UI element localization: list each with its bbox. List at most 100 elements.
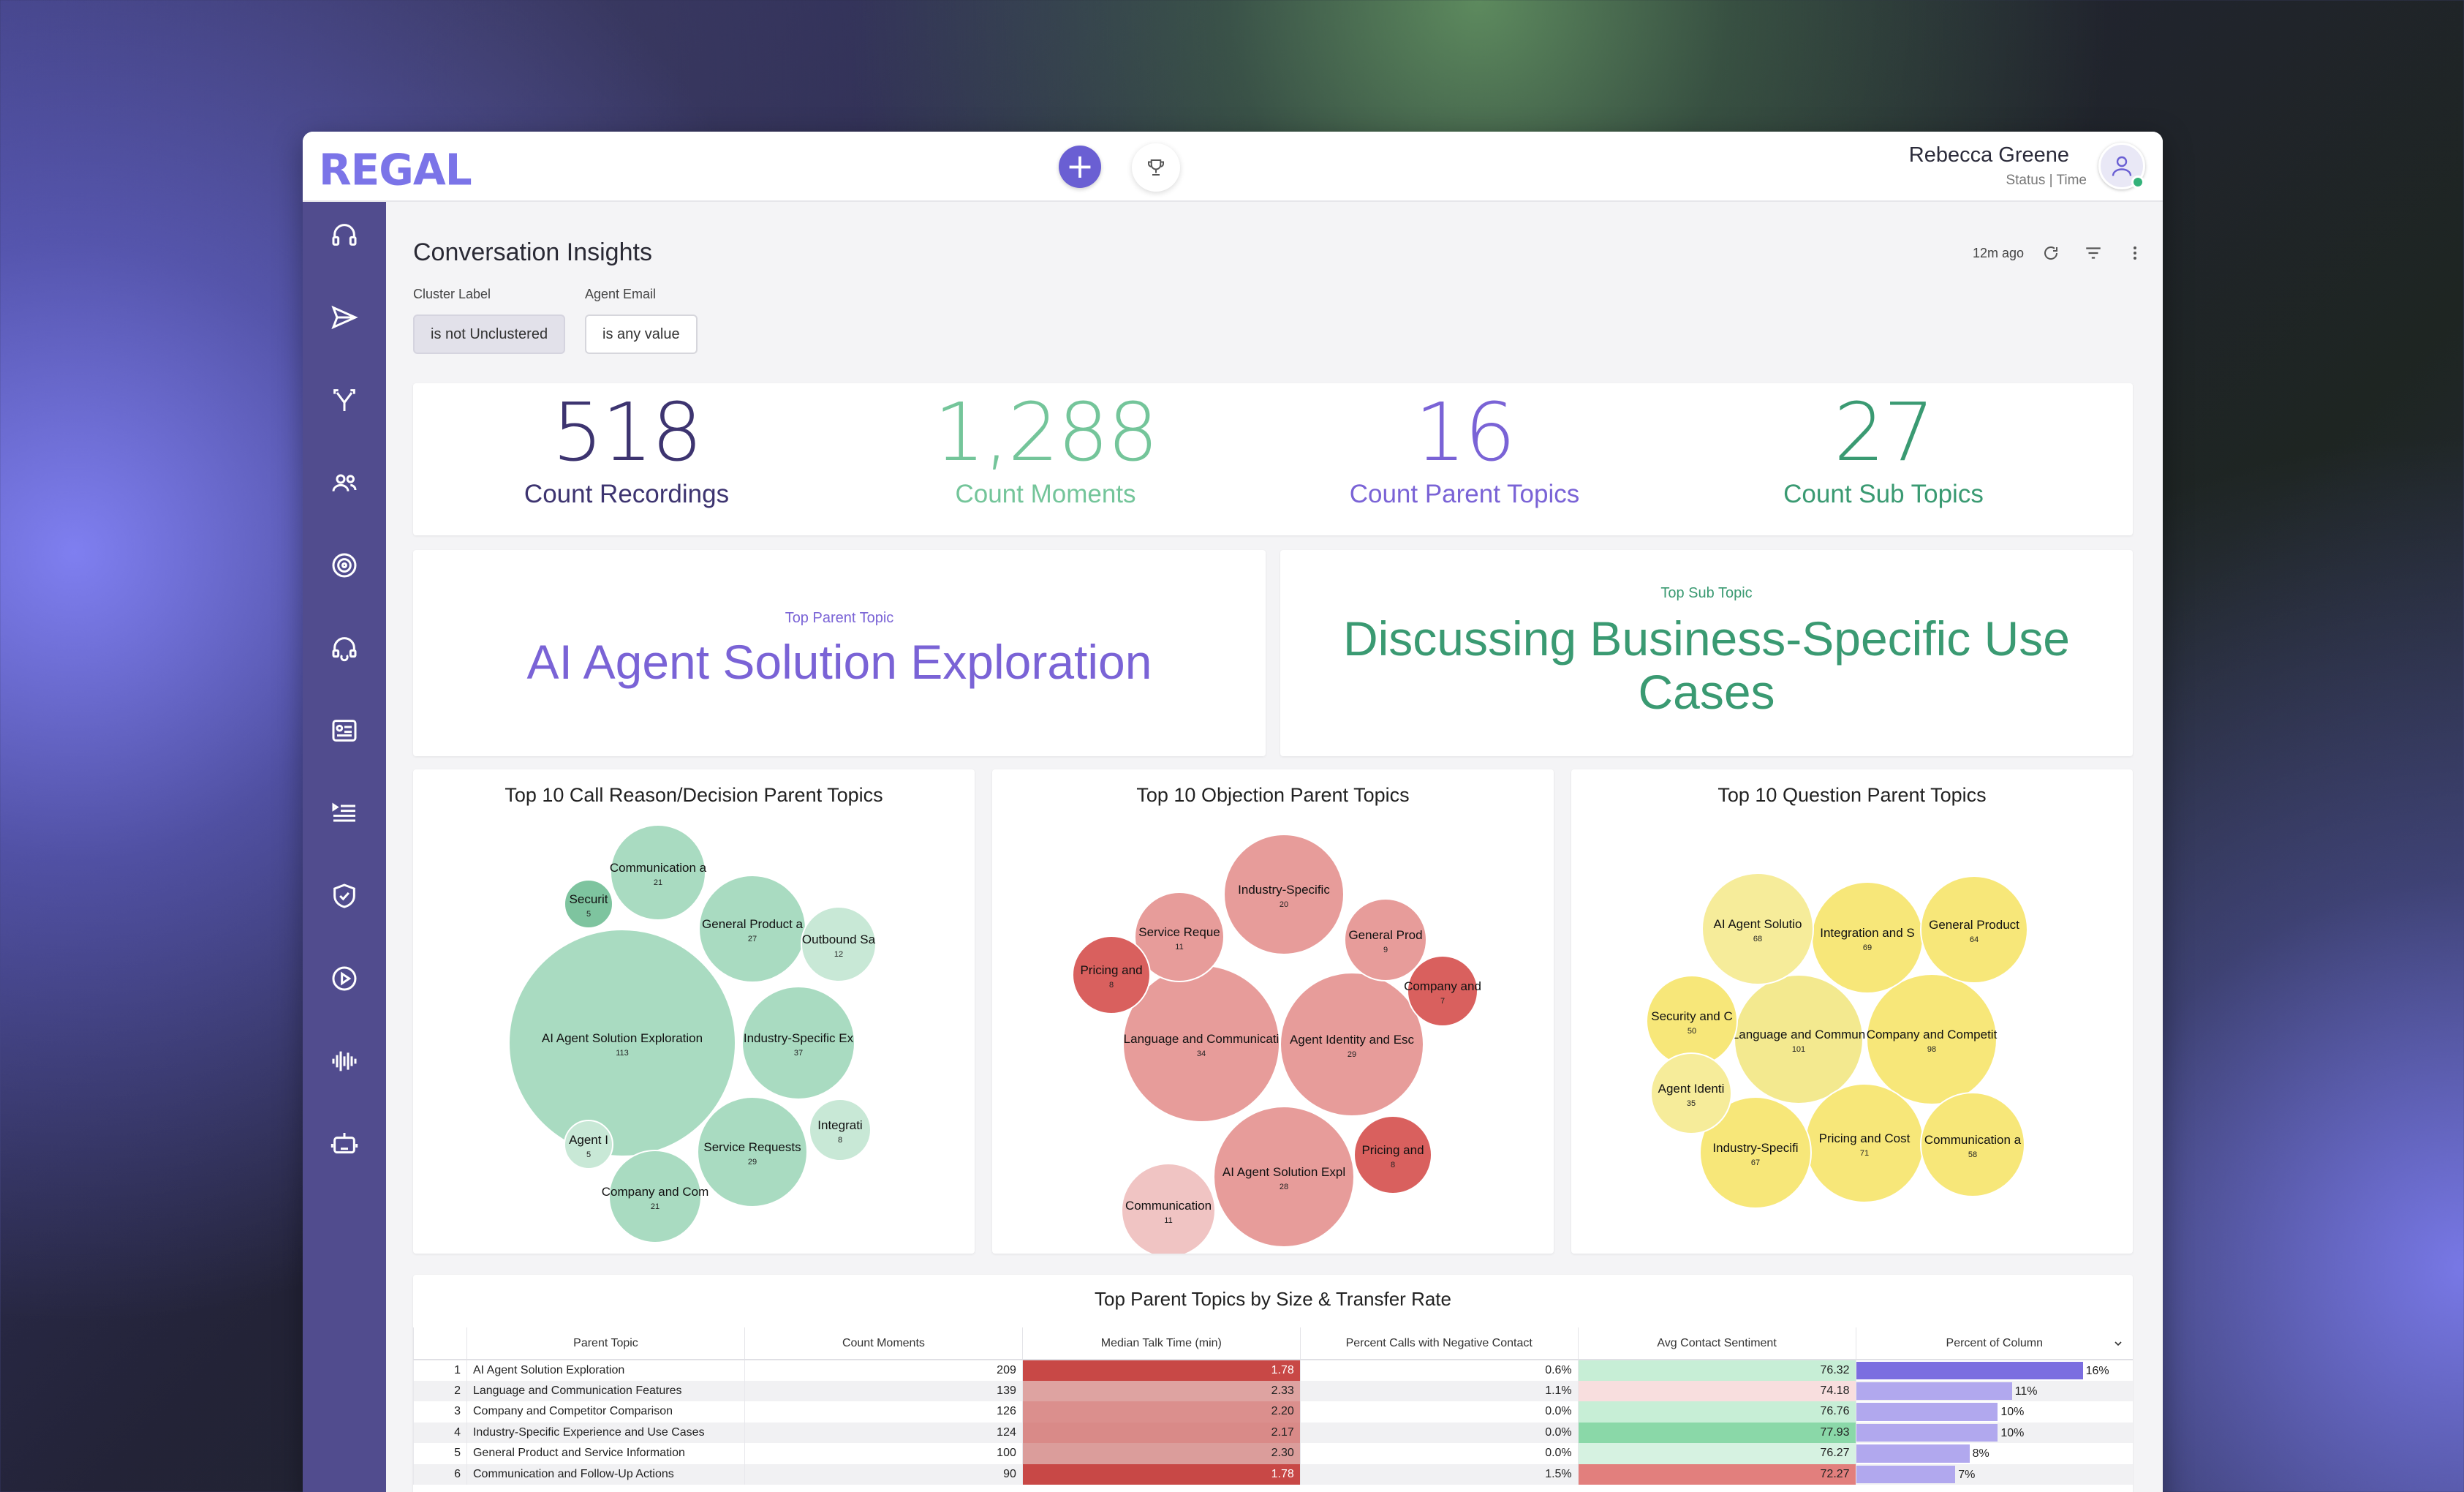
regal-logo[interactable]: REGAL [319, 144, 472, 195]
bubble-label: Pricing and [1361, 1143, 1424, 1157]
bubble[interactable]: Agent Identity and Esc 29 [1280, 972, 1424, 1117]
shield-check-icon[interactable] [327, 878, 362, 913]
cluster-label-filter[interactable]: is not Unclustered [413, 314, 566, 354]
bubble-circle[interactable] [1734, 974, 1864, 1104]
chevron-down-icon[interactable] [2112, 1338, 2124, 1349]
bubble-circle[interactable] [564, 1120, 613, 1169]
bubble[interactable]: Language and Commun 101 [1732, 974, 1865, 1104]
send-icon[interactable] [327, 300, 362, 335]
table-row[interactable]: 4 Industry-Specific Experience and Use Ca… [413, 1422, 2133, 1443]
top-bar: REGAL + Rebecca Greene Status | Time [303, 132, 2163, 202]
list-icon[interactable] [327, 796, 362, 831]
bubble-circle[interactable] [564, 879, 613, 929]
bubble[interactable]: Security and C 50 [1646, 975, 1738, 1067]
user-status[interactable]: Status | Time [2006, 173, 2087, 188]
bubble-circle[interactable] [1280, 972, 1424, 1117]
table-row[interactable]: 5 General Product and Service Information… [413, 1443, 2133, 1464]
bubble[interactable]: AI Agent Solution Expl 28 [1213, 1106, 1355, 1248]
branch-icon[interactable] [327, 383, 362, 418]
refresh-button[interactable] [2036, 238, 2066, 268]
bubble[interactable]: General Product a 27 [698, 875, 806, 983]
bubble[interactable]: Securit 5 [564, 879, 613, 929]
page-title: Conversation Insights [413, 238, 652, 266]
bubble-circle[interactable] [1699, 1096, 1812, 1209]
bubble[interactable]: Integration and S 69 [1811, 881, 1924, 994]
bubble-circle[interactable] [1344, 898, 1427, 982]
bubble[interactable]: Language and Communicati 34 [1122, 965, 1280, 1123]
bubble[interactable]: General Prod 9 [1344, 898, 1427, 982]
bubble[interactable]: Company and 7 [1404, 955, 1481, 1027]
leaderboard-button[interactable] [1132, 143, 1180, 192]
bubble[interactable]: Industry-Specific 20 [1223, 834, 1345, 955]
robot-icon[interactable] [327, 1126, 362, 1161]
filter-label-cluster: Cluster Label [413, 287, 491, 301]
bubble-circle[interactable] [1121, 1163, 1216, 1254]
column-header[interactable]: Parent Topic [466, 1327, 745, 1360]
bubble[interactable]: Communication 11 [1121, 1163, 1216, 1254]
bubble-circle[interactable] [1920, 1092, 2025, 1197]
bubble[interactable]: AI Agent Solution Exploration 113 [508, 929, 736, 1157]
bubble[interactable]: Company and Competit 98 [1866, 973, 1998, 1105]
bubble-circle[interactable] [608, 1150, 702, 1243]
bubble[interactable]: Agent I 5 [564, 1120, 613, 1169]
bubble-label: Communication a [1924, 1133, 2022, 1147]
bubble[interactable]: Industry-Specifi 67 [1699, 1096, 1812, 1209]
users-icon[interactable] [327, 465, 362, 500]
bubble-circle[interactable] [697, 1096, 808, 1207]
bubble-circle[interactable] [1353, 1115, 1432, 1194]
bubble[interactable]: Communication a 21 [610, 824, 707, 921]
bubble-circle[interactable] [508, 929, 736, 1157]
column-header[interactable]: Median Talk Time (min) [1021, 1327, 1301, 1360]
bubble-circle[interactable] [1701, 873, 1814, 985]
table-row[interactable]: 2 Language and Communication Features 139 2… [413, 1380, 2133, 1401]
bubble-circle[interactable] [1920, 875, 2028, 984]
avg-sentiment-cell: 76.27 [1577, 1443, 1856, 1464]
bubble[interactable]: Pricing and 8 [1353, 1115, 1432, 1194]
bubble[interactable]: Service Reque 11 [1134, 892, 1225, 982]
avatar[interactable] [2098, 143, 2145, 189]
bubble[interactable]: Outbound Sa 12 [801, 906, 877, 982]
user-name[interactable]: Rebecca Greene [1908, 143, 2069, 167]
headset-icon[interactable] [327, 217, 362, 252]
column-header[interactable]: Percent of Column [1855, 1327, 2133, 1360]
bubble-circle[interactable] [1407, 955, 1478, 1027]
bubble[interactable]: Company and Com 21 [602, 1150, 708, 1243]
bubble-circle[interactable] [1134, 892, 1225, 982]
column-header[interactable]: Avg Contact Sentiment [1577, 1327, 1856, 1360]
bubble-circle[interactable] [801, 906, 877, 982]
bubble[interactable]: AI Agent Solutio 68 [1701, 873, 1814, 985]
filter-button[interactable] [2079, 238, 2108, 268]
bubble[interactable]: Pricing and 8 [1072, 935, 1151, 1014]
table-row[interactable]: 1 AI Agent Solution Exploration 209 1.78 0.6… [413, 1360, 2133, 1381]
table-row[interactable]: 6 Communication and Follow-Up Actions 90 1.… [413, 1463, 2133, 1485]
bubble-circle[interactable] [1650, 1052, 1732, 1134]
bubble-circle[interactable] [1866, 973, 1998, 1105]
bubble[interactable]: General Product 64 [1920, 875, 2028, 984]
bubble-circle[interactable] [809, 1099, 872, 1161]
column-header[interactable]: Percent Calls with Negative Contact [1299, 1327, 1579, 1360]
bubble-circle[interactable] [1072, 935, 1151, 1014]
waveform-icon[interactable] [327, 1044, 362, 1079]
bubble-circle[interactable] [741, 986, 855, 1100]
headset-refresh-icon[interactable] [327, 630, 362, 666]
bubble-circle[interactable] [1223, 834, 1345, 955]
bubble[interactable]: Integrati 8 [809, 1099, 872, 1161]
bubble-circle[interactable] [1213, 1106, 1355, 1248]
kpi-card: 518 Count Recordings 1,288 Count Moments… [413, 383, 2133, 535]
avg-sentiment-cell: 76.32 [1577, 1360, 1856, 1381]
bubble[interactable]: Pricing and Cost 71 [1804, 1083, 1924, 1203]
bubble-circle[interactable] [610, 824, 706, 921]
bubble[interactable]: Service Requests 29 [697, 1096, 808, 1207]
avg-sentiment-cell: 77.93 [1577, 1422, 1856, 1443]
agent-email-filter[interactable]: is any value [585, 314, 698, 354]
bubble[interactable]: Industry-Specific Ex 37 [741, 986, 855, 1100]
target-icon[interactable] [327, 548, 362, 583]
table-row[interactable]: 3 Company and Competitor Comparison 126 2.2… [413, 1401, 2133, 1423]
bubble[interactable]: Communication a 58 [1920, 1092, 2025, 1197]
bubble[interactable]: Agent Identi 35 [1650, 1052, 1732, 1134]
create-button[interactable]: + [1059, 146, 1101, 188]
more-options-button[interactable] [2120, 238, 2150, 268]
column-header[interactable]: Count Moments [744, 1327, 1023, 1360]
play-icon[interactable] [327, 961, 362, 996]
contact-card-icon[interactable] [327, 713, 362, 748]
